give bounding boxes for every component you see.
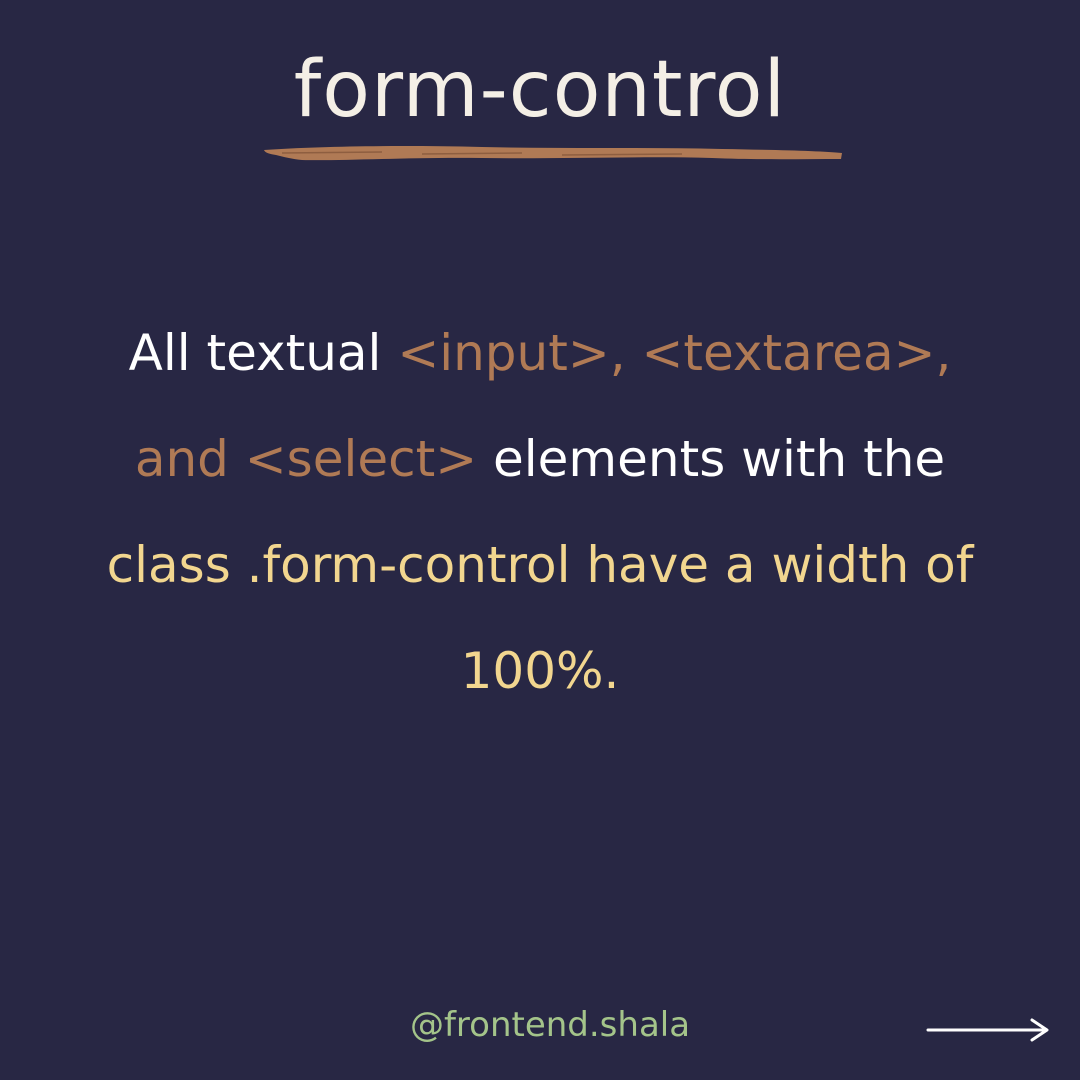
author-handle: @frontend.shala [409, 1005, 691, 1045]
text-code-select: and <select> [134, 430, 478, 488]
description-text: All textual <input>, <textarea>, and <se… [20, 300, 1060, 724]
brush-stroke-texture [281, 151, 683, 156]
text-all-textual: All textual [128, 324, 398, 382]
text-code-input-textarea: <input>, <textarea>, [397, 324, 952, 382]
text-width-value: 100%. [460, 642, 620, 700]
text-elements-with: elements with the [477, 430, 946, 488]
brush-stroke-shape [264, 146, 842, 161]
text-class-form-control: class .form-control have a width of [106, 536, 974, 594]
arrow-right-icon[interactable] [926, 1016, 1052, 1044]
brush-stroke-underline [264, 146, 842, 161]
page-title: form-control [293, 45, 787, 135]
